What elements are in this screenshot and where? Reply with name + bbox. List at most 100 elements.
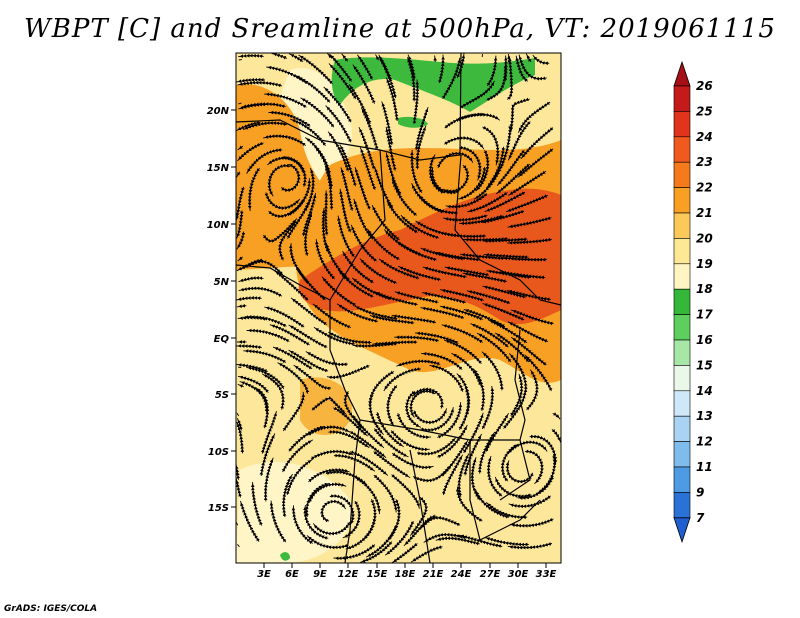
streamline — [383, 367, 421, 392]
streamline — [385, 77, 399, 122]
colorbar: 26 25 24 23 22 21 20 19 18 17 16 15 14 13 12 11 9 7 — [673, 60, 713, 544]
colorbar-label: 20 — [696, 231, 713, 245]
streamline — [282, 391, 306, 432]
colorbar-swatch — [673, 288, 691, 315]
streamline — [236, 171, 241, 178]
lat-tick-label: EQ — [214, 334, 230, 345]
streamline — [238, 53, 264, 58]
streamline — [247, 167, 261, 211]
streamline — [510, 309, 554, 326]
streamline — [503, 55, 508, 82]
colorbar-swatch — [673, 365, 691, 392]
green-region-southwest — [280, 552, 290, 561]
streamline — [503, 390, 527, 429]
streamline — [420, 515, 461, 530]
colorbar-swatch — [673, 441, 691, 468]
streamline — [293, 364, 332, 391]
lon-tick-label: 21E — [423, 569, 444, 580]
streamline — [433, 55, 437, 62]
lat-tick-label: 10N — [207, 220, 230, 231]
streamline — [418, 194, 458, 215]
colorbar-swatch — [673, 212, 691, 239]
streamline — [303, 505, 329, 540]
streamline — [507, 216, 552, 229]
streamline — [277, 220, 297, 261]
lat-axis: 20N 15N 10N 5N EQ 5S 10S 15S — [207, 106, 236, 514]
colorbar-label: 21 — [696, 206, 713, 220]
streamline — [352, 64, 376, 104]
streamline — [237, 544, 240, 548]
streamline — [500, 443, 519, 482]
colorbar-swatch — [673, 339, 691, 366]
colorbar-swatch — [673, 238, 691, 265]
streamline — [507, 237, 552, 245]
streamline — [236, 231, 246, 250]
lon-tick-label: 12E — [338, 569, 359, 580]
lon-tick-label: 18E — [395, 569, 416, 580]
streamline — [506, 56, 514, 100]
streamline — [269, 500, 287, 543]
streamline — [236, 522, 239, 526]
colorbar-label: 12 — [696, 435, 713, 449]
colorbar-label: 7 — [696, 511, 705, 525]
streamline — [238, 286, 283, 298]
streamline — [551, 428, 561, 443]
streamline — [502, 256, 547, 262]
streamline — [456, 112, 501, 122]
colorbar-swatch — [673, 492, 691, 519]
streamline — [259, 433, 276, 476]
lat-tick-label: 5N — [214, 277, 230, 288]
streamline — [326, 364, 370, 380]
lat-tick-label: 5S — [215, 390, 229, 401]
colorbar-label: 19 — [696, 257, 713, 271]
lon-tick-label: 15E — [367, 569, 388, 580]
lon-tick-label: 6E — [285, 569, 299, 580]
streamline — [312, 521, 351, 536]
lon-tick-label: 9E — [313, 569, 327, 580]
streamline — [485, 501, 528, 520]
streamline — [243, 259, 284, 275]
colorbar-label: 11 — [696, 460, 713, 474]
colorbar-swatch — [673, 466, 691, 493]
colorbar-label: 25 — [696, 104, 713, 118]
streamline — [238, 276, 264, 283]
streamline — [321, 276, 357, 307]
lat-tick-label: 15N — [207, 163, 230, 174]
streamline — [509, 517, 554, 528]
streamline — [506, 289, 551, 302]
lon-tick-label: 24E — [451, 569, 472, 580]
colorbar-label: 15 — [696, 358, 713, 372]
colorbar-swatch — [673, 263, 691, 290]
streamline — [507, 542, 553, 550]
streamline — [337, 215, 355, 258]
streamline — [481, 351, 504, 391]
streamline — [236, 478, 242, 498]
streamline — [505, 194, 548, 213]
streamline — [240, 500, 260, 542]
colorbar-label: 23 — [696, 155, 713, 169]
streamline — [480, 209, 525, 224]
colorbar-swatch — [673, 136, 691, 163]
streamline — [508, 170, 547, 196]
streamline — [518, 54, 547, 81]
lon-tick-label: 33E — [536, 569, 557, 580]
streamline — [312, 303, 351, 329]
streamline — [310, 449, 354, 460]
streamline — [524, 354, 553, 392]
colorbar-label: 9 — [696, 485, 704, 499]
streamline — [324, 165, 334, 210]
streamline — [462, 272, 507, 284]
colorbar-label: 13 — [696, 409, 713, 423]
colorbar-swatch — [673, 85, 691, 112]
colorbar-swatch — [673, 161, 691, 188]
colorbar-swatch — [673, 187, 691, 214]
streamline — [263, 457, 274, 502]
colorbar-swatch — [673, 415, 691, 442]
colorbar-label: 26 — [696, 79, 713, 93]
colorbar-label: 17 — [696, 308, 713, 322]
streamline — [236, 296, 262, 301]
streamline — [410, 545, 443, 563]
colorbar-label: 24 — [696, 130, 713, 144]
streamline — [456, 53, 466, 78]
